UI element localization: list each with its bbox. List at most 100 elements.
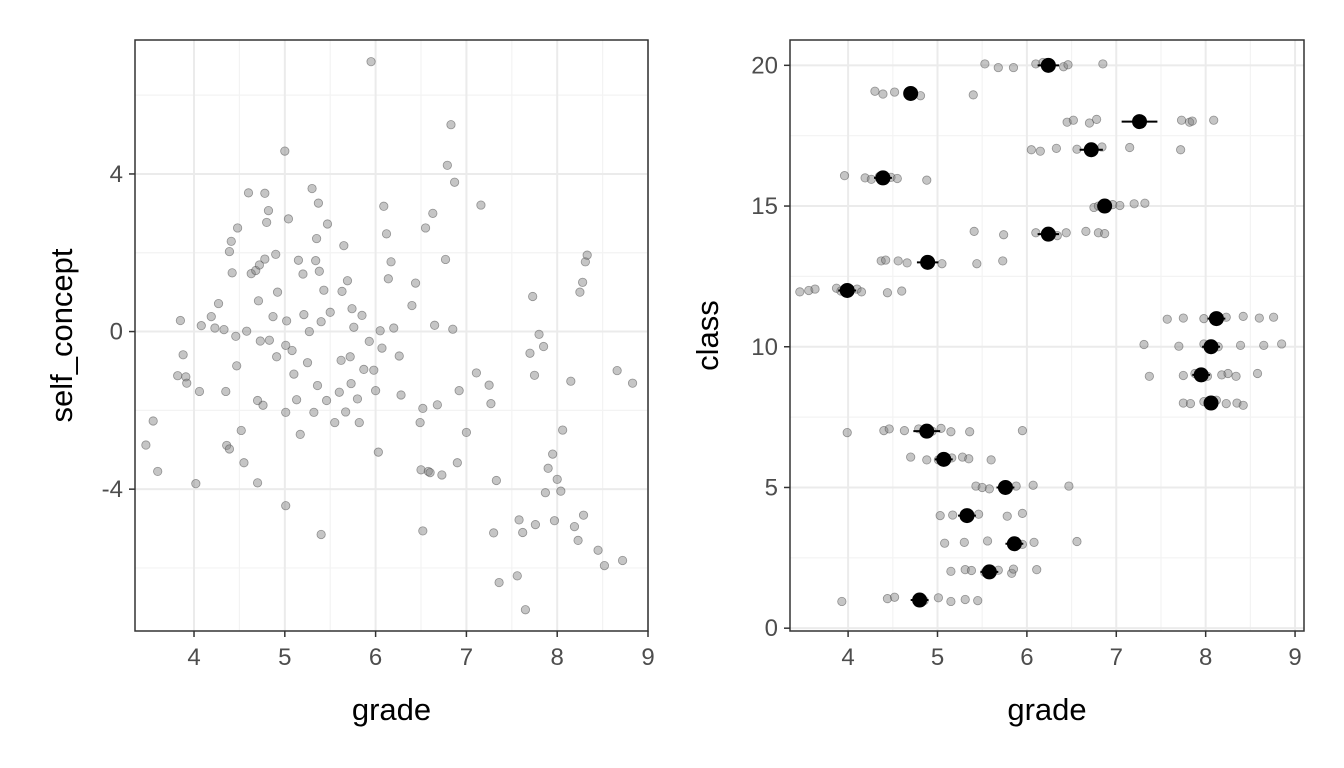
x-axis-title: grade	[1007, 692, 1086, 727]
data-point	[879, 426, 889, 436]
data-point	[316, 529, 326, 540]
data-point	[540, 488, 551, 498]
data-point	[1032, 565, 1042, 575]
y-tick-label: 5	[765, 474, 778, 501]
mean-point	[1193, 367, 1209, 383]
data-point	[1051, 143, 1061, 153]
x-tick-label: 6	[369, 644, 382, 671]
data-point	[255, 336, 265, 346]
data-point	[1061, 228, 1071, 238]
data-point	[281, 407, 291, 417]
data-point	[1008, 62, 1019, 73]
data-point	[999, 230, 1009, 240]
scatter-panel-class: 4 5 6 7 8 9 0 5 10 15 20 grade class	[690, 39, 1305, 727]
data-point	[494, 577, 504, 588]
data-point	[206, 311, 216, 322]
data-point	[312, 380, 323, 391]
data-point	[1144, 371, 1154, 381]
data-point	[302, 358, 313, 368]
mean-point	[903, 85, 919, 101]
data-point	[425, 468, 435, 478]
data-point	[287, 345, 297, 356]
data-point	[1139, 339, 1149, 350]
data-point	[352, 394, 363, 404]
data-point	[371, 386, 381, 396]
data-point	[246, 269, 256, 279]
data-point	[982, 536, 993, 546]
data-point	[258, 400, 268, 410]
y-tick-label: -4	[102, 476, 123, 503]
data-point	[1115, 200, 1125, 211]
data-point	[233, 223, 243, 233]
data-point	[1008, 564, 1019, 574]
data-point	[182, 378, 192, 388]
data-point	[1017, 426, 1028, 436]
data-point	[299, 310, 309, 320]
data-point	[354, 417, 364, 428]
data-point	[173, 371, 183, 381]
data-point	[1028, 480, 1038, 490]
data-point	[489, 528, 499, 538]
data-point	[529, 370, 540, 380]
data-point	[1178, 398, 1188, 408]
data-point	[558, 425, 568, 435]
data-point	[965, 427, 975, 437]
data-point	[973, 596, 983, 606]
data-point	[986, 455, 996, 465]
data-point	[334, 387, 344, 397]
data-point	[538, 341, 549, 352]
data-point	[1174, 341, 1184, 351]
data-point	[430, 320, 440, 330]
data-point	[569, 521, 580, 532]
data-point	[221, 386, 231, 397]
data-point	[484, 380, 494, 390]
data-point	[578, 510, 589, 520]
mean-point	[1203, 395, 1219, 411]
data-point	[984, 484, 994, 494]
mean-point	[981, 564, 997, 580]
data-point	[373, 447, 383, 457]
data-point	[906, 452, 916, 462]
x-tick-label: 6	[1020, 644, 1033, 671]
data-point	[293, 255, 304, 265]
data-point	[899, 426, 910, 436]
data-point	[349, 322, 359, 332]
data-point	[224, 444, 235, 454]
data-point	[428, 208, 438, 218]
data-point	[528, 291, 538, 302]
data-point	[448, 324, 458, 334]
data-point	[432, 400, 442, 410]
data-point	[304, 326, 314, 337]
data-point	[178, 350, 188, 360]
data-point	[224, 246, 235, 257]
mean-point	[1208, 311, 1224, 327]
data-point	[476, 200, 486, 210]
data-point	[1185, 399, 1196, 409]
data-point	[1140, 198, 1150, 208]
data-point	[922, 175, 932, 185]
mean-point	[919, 423, 935, 439]
data-point	[1187, 116, 1197, 126]
y-tick-label: 0	[110, 319, 123, 346]
data-point	[948, 510, 958, 520]
data-point	[442, 160, 452, 170]
data-point	[263, 206, 274, 216]
data-point	[580, 257, 590, 267]
data-point	[415, 417, 425, 428]
x-tick-label: 8	[1199, 644, 1212, 671]
data-point	[446, 120, 456, 130]
data-point	[889, 87, 900, 97]
data-point	[543, 463, 553, 473]
data-point	[141, 440, 151, 450]
data-point	[1125, 142, 1135, 153]
data-point	[153, 466, 163, 477]
data-point	[342, 276, 353, 286]
data-point	[311, 233, 322, 244]
data-point	[902, 258, 912, 268]
data-point	[1017, 508, 1028, 518]
data-point	[933, 593, 943, 603]
data-point	[440, 254, 451, 265]
data-point	[1129, 199, 1139, 209]
data-point	[381, 229, 392, 239]
data-point	[383, 274, 393, 284]
